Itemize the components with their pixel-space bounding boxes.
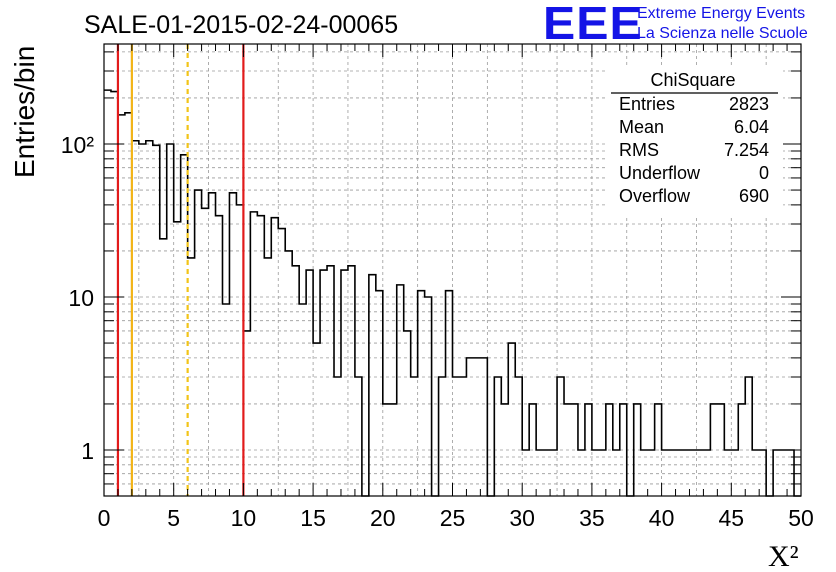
x-tick-label: 10 <box>231 505 257 531</box>
x-tick-label: 35 <box>579 505 605 531</box>
x-axis-label: X² <box>768 540 799 572</box>
stats-row-value: 2823 <box>729 94 769 114</box>
x-tick-label: 20 <box>370 505 396 531</box>
stats-row-label: Underflow <box>619 163 701 183</box>
y-axis-label: Entries/bin <box>9 46 40 178</box>
axis-ticks <box>103 44 802 496</box>
threshold-lines <box>116 44 245 496</box>
x-tick-label: 30 <box>509 505 535 531</box>
x-tick-label: 5 <box>167 505 180 531</box>
stats-box: ChiSquare Entries 2823 Mean 6.04 RMS 7.254 Und… <box>607 66 783 218</box>
stats-box-rows: Entries 2823 Mean 6.04 RMS 7.254 Underflow 0 Ove… <box>619 94 769 206</box>
histogram-bars <box>104 89 801 497</box>
logo-line-1: Extreme Energy Events <box>637 5 806 22</box>
stats-row-value: 7.254 <box>724 140 769 160</box>
x-tick-label: 15 <box>300 505 326 531</box>
plot-frame <box>103 43 802 497</box>
logo-line-2: La Scienza nelle Scuole <box>637 25 808 42</box>
y-tick-label: 10 <box>68 285 94 311</box>
x-tick-label: 0 <box>98 505 111 531</box>
stats-row-value: 6.04 <box>734 117 769 137</box>
y-tick-label: 1 <box>81 438 94 464</box>
x-tick-label: 45 <box>719 505 745 531</box>
stats-row-label: Mean <box>619 117 664 137</box>
x-tick-labels: 0 5 10 15 20 25 30 35 40 45 50 <box>98 505 814 531</box>
stats-box-title: ChiSquare <box>650 70 735 90</box>
x-tick-label: 25 <box>440 505 466 531</box>
stats-row-value: 690 <box>739 186 769 206</box>
chart-title: SALE-01-2015-02-24-00065 <box>84 11 398 39</box>
y-tick-label: 10² <box>61 132 95 158</box>
x-tick-label: 50 <box>788 505 814 531</box>
eee-logo-mark: EEE <box>543 0 643 49</box>
x-tick-label: 40 <box>649 505 675 531</box>
stats-row-label: Overflow <box>619 186 691 206</box>
stats-row-label: Entries <box>619 94 675 114</box>
stats-row-label: RMS <box>619 140 659 160</box>
stats-box-background <box>607 66 783 218</box>
stats-row-value: 0 <box>759 163 769 183</box>
histogram-series <box>104 89 801 497</box>
y-tick-labels: 1 10 10² <box>61 132 95 464</box>
